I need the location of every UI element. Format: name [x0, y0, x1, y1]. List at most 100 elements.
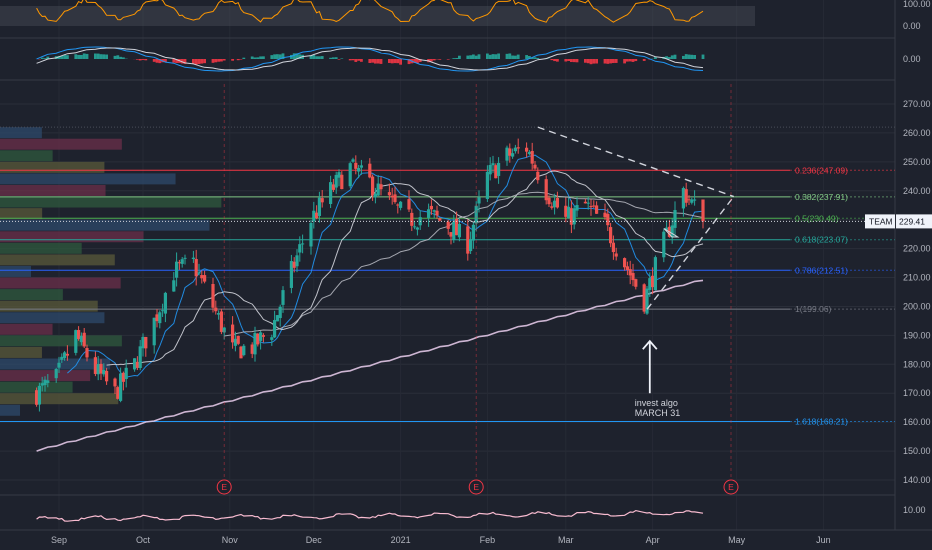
macd-histogram-bar	[603, 59, 607, 64]
macd-histogram-bar	[158, 59, 162, 64]
x-tick-label: Feb	[480, 535, 496, 545]
macd-histogram-bar	[194, 59, 198, 65]
macd-histogram-bar	[701, 54, 705, 59]
volume-profile-bar	[0, 173, 176, 185]
fib-label: 1(199.06)	[795, 304, 832, 314]
macd-histogram-bar	[290, 54, 293, 59]
volume-profile-bar	[0, 312, 105, 324]
macd-histogram-bar	[668, 57, 671, 59]
candle-body	[233, 338, 237, 346]
macd-histogram-bar	[514, 55, 517, 59]
macd-histogram-bar	[116, 55, 120, 59]
earnings-marker	[468, 479, 484, 495]
y-tick-label: 200.00	[903, 301, 931, 311]
candle-body	[544, 179, 548, 201]
candle-body	[183, 257, 187, 259]
candle-body	[298, 244, 302, 253]
candle-body	[684, 189, 688, 203]
macd-histogram-bar	[320, 56, 324, 59]
macd-histogram-bar	[430, 59, 433, 62]
macd-histogram-bar	[516, 54, 520, 59]
macd-histogram-bar	[452, 58, 456, 59]
earnings-marker-label: E	[728, 482, 734, 492]
rsi-tick-label: 0.00	[903, 21, 921, 31]
candle-body	[203, 275, 207, 282]
candle-body	[513, 147, 517, 152]
macd-histogram-bar	[418, 59, 422, 63]
volume-profile-bar	[0, 196, 222, 208]
candle-body	[516, 147, 520, 149]
earnings-marker-label: E	[221, 482, 227, 492]
macd-histogram-bar	[612, 59, 615, 64]
candle-body	[681, 188, 685, 209]
macd-histogram-bar	[628, 59, 632, 62]
candle-body	[278, 306, 282, 319]
macd-histogram-bar	[438, 59, 442, 60]
volume-profile-bar	[0, 289, 63, 301]
candle-body	[135, 361, 139, 368]
volume-profile-bar	[0, 393, 119, 405]
candle-body	[158, 312, 162, 324]
candle-body	[259, 332, 263, 341]
macd-histogram-bar	[446, 59, 450, 60]
candle-body	[399, 201, 403, 208]
candle-body	[155, 314, 159, 322]
candle-body	[180, 259, 184, 264]
x-tick-label: Apr	[646, 535, 660, 545]
macd-histogram-bar	[623, 59, 626, 64]
candle-body	[371, 176, 375, 196]
macd-histogram-bar	[530, 57, 534, 59]
candle-body	[413, 226, 417, 228]
candle-body	[527, 151, 531, 155]
candle-body	[261, 335, 265, 337]
fib-label: 0.786(212.51)	[795, 265, 848, 275]
macd-histogram-bar	[690, 54, 694, 59]
last-price-tag	[896, 214, 932, 229]
candle-body	[662, 231, 666, 258]
candle-body	[96, 363, 100, 375]
macd-histogram-bar	[477, 54, 481, 59]
candle-body	[214, 307, 218, 312]
macd-histogram-bar	[136, 59, 139, 60]
fib-label: 0.382(237.91)	[795, 192, 848, 202]
y-tick-label: 140.00	[903, 475, 931, 485]
candle-body	[634, 279, 638, 287]
macd-histogram-bar	[550, 59, 554, 61]
x-tick-label: Nov	[222, 535, 239, 545]
candle-body	[133, 358, 137, 370]
candle-body	[292, 261, 296, 268]
macd-histogram-bar	[239, 59, 243, 60]
macd-histogram-bar	[368, 59, 372, 63]
moving-average-50	[224, 191, 704, 337]
candle-body	[449, 232, 453, 237]
candle-body	[329, 182, 333, 204]
volume-profile-bar	[0, 184, 106, 196]
moving-average-10	[67, 154, 704, 378]
macd-histogram-bar	[281, 53, 285, 59]
candle-body	[74, 330, 78, 353]
macd-histogram-bar	[491, 54, 495, 59]
volume-profile-bar	[0, 346, 42, 358]
y-tick-label: 270.00	[903, 99, 931, 109]
macd-histogram-bar	[407, 59, 411, 65]
macd-histogram-bar	[553, 59, 556, 62]
rsi-tick-label: 100.00	[903, 0, 931, 9]
candle-body	[85, 348, 89, 358]
macd-histogram-bar	[40, 57, 44, 59]
candle-body	[555, 198, 559, 208]
macd-histogram-bar	[432, 59, 436, 61]
fib-label: 0.5(230.49)	[795, 213, 839, 223]
macd-histogram-bar	[469, 55, 472, 59]
macd-histogram-bar	[416, 59, 419, 64]
candle-body	[348, 163, 352, 187]
macd-histogram-bar	[85, 53, 89, 59]
candle-body	[589, 205, 593, 207]
candle-body	[121, 372, 125, 382]
macd-histogram-bar	[584, 59, 587, 63]
macd-histogram-bar	[567, 59, 570, 61]
candle-body	[690, 199, 694, 203]
macd-histogram-bar	[360, 59, 363, 62]
y-tick-label: 210.00	[903, 273, 931, 283]
macd-histogram-bar	[253, 57, 257, 59]
